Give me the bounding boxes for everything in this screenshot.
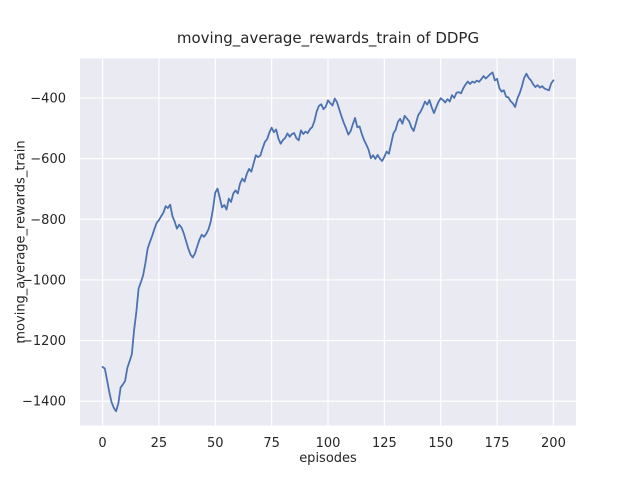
x-tick-label: 50	[207, 436, 224, 451]
y-tick-label: −600	[30, 152, 66, 167]
x-tick-label: 175	[485, 436, 510, 451]
y-tick-label: −800	[30, 213, 66, 228]
y-tick-label: −1000	[22, 273, 66, 288]
x-axis-label: episodes	[299, 451, 357, 466]
y-tick-label: −1400	[22, 395, 66, 410]
x-tick-label: 0	[98, 436, 106, 451]
x-tick-label: 125	[372, 436, 397, 451]
chart-title: moving_average_rewards_train of DDPG	[176, 29, 480, 47]
y-axis-label: moving_average_rewards_train	[13, 140, 29, 344]
x-tick-label: 75	[263, 436, 280, 451]
x-tick-label: 150	[428, 436, 453, 451]
x-tick-label: 200	[541, 436, 566, 451]
data-line-moving_average_rewards_train	[101, 71, 555, 413]
x-tick-label: 100	[316, 436, 341, 451]
y-tick-label: −400	[30, 91, 66, 106]
x-tick-label: 25	[151, 436, 168, 451]
y-tick-label: −1200	[22, 334, 66, 349]
